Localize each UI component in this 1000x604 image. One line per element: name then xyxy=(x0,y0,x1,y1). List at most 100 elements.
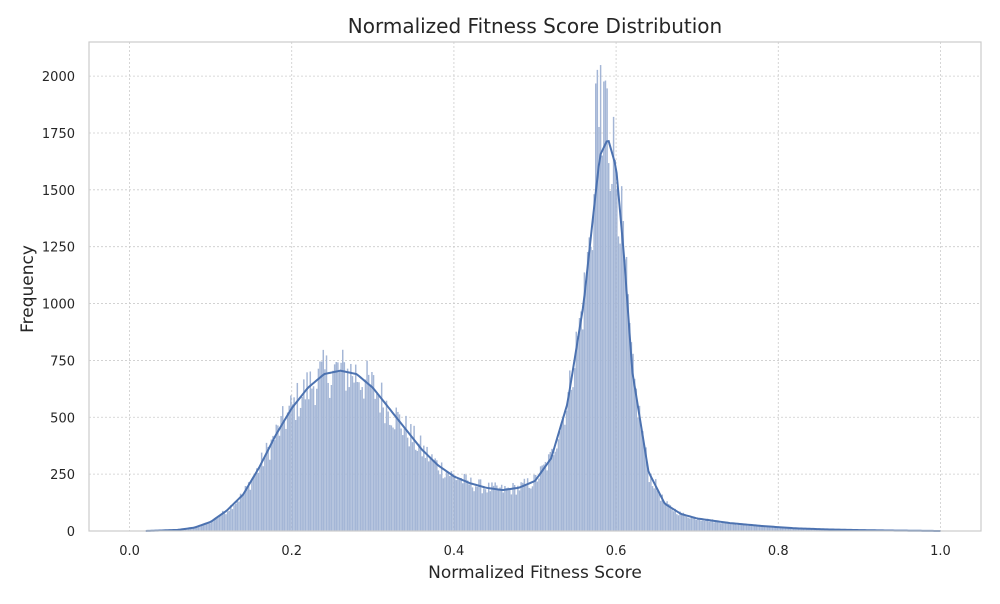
histogram-bar xyxy=(563,416,564,531)
histogram-bar xyxy=(733,524,734,531)
histogram-bar xyxy=(673,511,674,531)
histogram-bar xyxy=(498,490,499,531)
histogram-bar xyxy=(501,485,502,531)
histogram-bar xyxy=(391,425,392,531)
histogram-bar xyxy=(533,475,534,531)
histogram-bar xyxy=(439,474,440,531)
histogram-bar xyxy=(438,470,439,531)
histogram-bar xyxy=(517,486,518,531)
histogram-bar xyxy=(503,492,504,531)
histogram-bar xyxy=(608,163,609,531)
histogram-bar xyxy=(613,117,614,531)
histogram-bar xyxy=(394,429,395,531)
histogram-bar xyxy=(535,475,536,531)
histogram-bar xyxy=(694,517,695,531)
histogram-bar xyxy=(709,522,710,531)
histogram-bar xyxy=(473,491,474,531)
histogram-bar xyxy=(718,522,719,531)
histogram-bar xyxy=(396,408,397,531)
histogram-bar xyxy=(352,376,353,531)
histogram-bar xyxy=(383,407,384,531)
histogram-bar xyxy=(584,272,585,531)
histogram-bar xyxy=(499,487,500,531)
histogram-bar xyxy=(600,65,601,531)
histogram-bar xyxy=(730,524,731,531)
histogram-bar xyxy=(580,311,581,531)
histogram-bar xyxy=(485,489,486,531)
histogram-bar xyxy=(589,237,590,531)
y-tick-label: 750 xyxy=(50,354,75,369)
histogram-bar xyxy=(368,375,369,531)
histogram-bar xyxy=(264,456,265,531)
histogram-bar xyxy=(545,462,546,531)
histogram-bar xyxy=(378,396,379,531)
histogram-bar xyxy=(441,462,442,531)
histogram-bar xyxy=(293,397,294,531)
histogram-bar xyxy=(710,520,711,531)
histogram-bar xyxy=(250,490,251,531)
y-tick-label: 1750 xyxy=(42,127,75,142)
histogram-bar xyxy=(423,446,424,531)
plot-frame xyxy=(89,42,981,531)
histogram-bar xyxy=(254,474,255,531)
histogram-bar xyxy=(358,382,359,531)
histogram-bar xyxy=(556,449,557,531)
histogram-bar xyxy=(670,505,671,531)
histogram-bar xyxy=(676,514,677,531)
histogram-bar xyxy=(332,371,333,531)
histogram-bar xyxy=(276,425,277,531)
histogram-bar xyxy=(741,524,742,531)
histogram-bar xyxy=(452,474,453,531)
histogram-bar xyxy=(507,488,508,531)
histogram-bar xyxy=(459,480,460,531)
histogram-bar xyxy=(386,401,387,531)
histogram-bar xyxy=(280,416,281,531)
histogram-bar xyxy=(405,416,406,531)
histogram-bar xyxy=(361,387,362,531)
histogram-bar xyxy=(618,236,619,531)
histogram-bar xyxy=(271,440,272,531)
y-tick-label: 1250 xyxy=(42,241,75,256)
histogram-bar xyxy=(558,439,559,531)
histogram-bar xyxy=(483,488,484,531)
histogram-bar xyxy=(634,379,635,531)
histogram-bar xyxy=(329,398,330,531)
histogram-bar xyxy=(430,457,431,531)
histogram-bar xyxy=(365,380,366,531)
histogram-bar xyxy=(642,431,643,531)
histogram-bar xyxy=(444,477,445,531)
histogram-bar xyxy=(300,408,301,531)
histogram-bar xyxy=(700,521,701,531)
histogram-bar xyxy=(493,486,494,531)
histogram-bar xyxy=(407,438,408,531)
histogram-bar xyxy=(345,391,346,531)
histogram-bar xyxy=(488,483,489,531)
histogram-bar xyxy=(277,425,278,531)
histogram-bar xyxy=(516,495,517,531)
histogram-bar xyxy=(216,519,217,531)
histogram-bar xyxy=(217,517,218,531)
histogram-bar xyxy=(457,479,458,531)
histogram-bar xyxy=(301,397,302,531)
histogram-bar xyxy=(541,465,542,531)
histogram-bar xyxy=(288,406,289,531)
histogram-bar xyxy=(415,450,416,531)
histogram-bar xyxy=(587,252,588,531)
histogram-bar xyxy=(751,526,752,531)
histogram-bar xyxy=(551,449,552,531)
histogram-bar xyxy=(224,513,225,531)
histogram-bar xyxy=(760,526,761,531)
histogram-bar xyxy=(743,524,744,531)
histogram-bar xyxy=(606,88,607,531)
histogram-bar xyxy=(297,383,298,531)
histogram-bar xyxy=(610,191,611,531)
histogram-bar xyxy=(650,474,651,531)
histogram-bar xyxy=(324,369,325,531)
histogram-bar xyxy=(228,511,229,531)
y-tick-label: 1000 xyxy=(42,298,75,313)
histogram-bar xyxy=(564,425,565,531)
histogram-bar xyxy=(212,521,213,531)
histogram-bar xyxy=(350,364,351,531)
histogram-bar xyxy=(687,518,688,531)
histogram-bar xyxy=(684,514,685,531)
